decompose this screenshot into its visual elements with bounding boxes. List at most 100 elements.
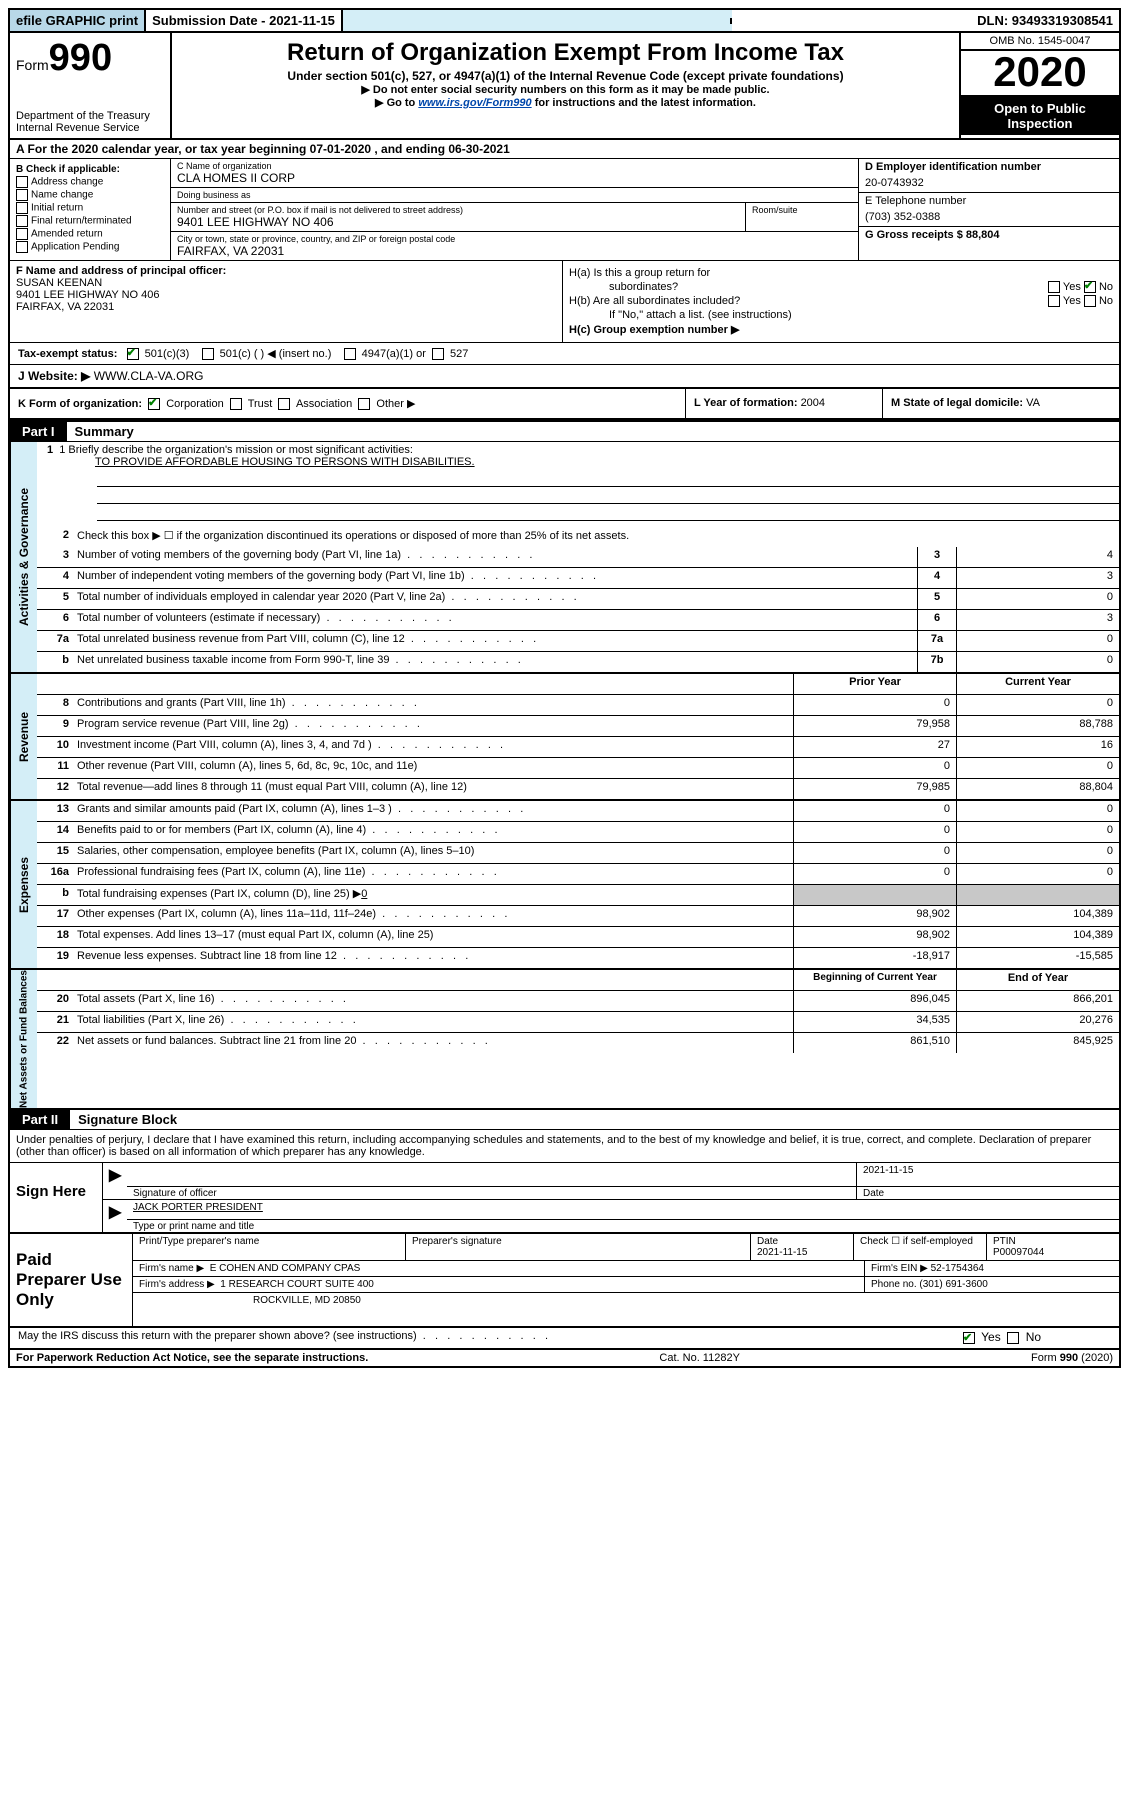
efile-print-button[interactable]: efile GRAPHIC print [10, 10, 146, 31]
footer-left: For Paperwork Reduction Act Notice, see … [16, 1352, 368, 1364]
hb-yes-chk[interactable] [1048, 295, 1060, 307]
chk-pending[interactable]: Application Pending [16, 241, 164, 253]
col-c: C Name of organization CLA HOMES II CORP… [171, 159, 1119, 260]
form-number: Form990 [16, 37, 164, 80]
nh [37, 674, 73, 694]
corp: Corporation [166, 398, 223, 410]
l11: Other revenue (Part VIII, column (A), li… [73, 758, 793, 778]
v5: 0 [956, 589, 1119, 609]
l7b: Net unrelated business taxable income fr… [73, 652, 917, 672]
trust-chk[interactable] [230, 398, 242, 410]
u6: 6 [917, 610, 956, 630]
prep-date: Date 2021-11-15 [751, 1234, 854, 1260]
firm-name-lbl: Firm's name ▶ [139, 1263, 204, 1274]
p17: 98,902 [793, 906, 956, 926]
p14: 0 [793, 822, 956, 842]
line22: 22 Net assets or fund balances. Subtract… [37, 1033, 1119, 1053]
chk-name[interactable]: Name change [16, 189, 164, 201]
p12: 79,985 [793, 779, 956, 799]
suite-label: Room/suite [752, 205, 852, 215]
prep-row2: Firm's name ▶ E COHEN AND COMPANY CPAS F… [133, 1261, 1119, 1277]
hc-label: H(c) Group exemption number ▶ [569, 323, 1113, 336]
line16a: 16a Professional fundraising fees (Part … [37, 864, 1119, 885]
assoc-chk[interactable] [278, 398, 290, 410]
line19: 19 Revenue less expenses. Subtract line … [37, 948, 1119, 968]
n2: 2 [37, 527, 73, 547]
footer: For Paperwork Reduction Act Notice, see … [10, 1350, 1119, 1366]
p11: 0 [793, 758, 956, 778]
4947-chk[interactable] [344, 348, 356, 360]
line7a: 7a Total unrelated business revenue from… [37, 631, 1119, 652]
officer-date-val: 2021-11-15 [863, 1165, 913, 1176]
n15: 15 [37, 843, 73, 863]
open-public: Open to Public Inspection [961, 97, 1119, 135]
c22: 845,925 [956, 1033, 1119, 1053]
chk-address[interactable]: Address change [16, 176, 164, 188]
irs: Internal Revenue Service [16, 122, 164, 134]
p9: 79,958 [793, 716, 956, 736]
state-value: VA [1026, 397, 1040, 409]
row-k: K Form of organization: Corporation Trus… [10, 389, 1119, 420]
other-chk[interactable] [358, 398, 370, 410]
suite-cell: Room/suite [746, 203, 858, 231]
corp-chk[interactable] [148, 398, 160, 410]
part2-header: Part II Signature Block [10, 1108, 1119, 1130]
501c3-chk[interactable] [127, 348, 139, 360]
n16a: 16a [37, 864, 73, 884]
ha-yes-chk[interactable] [1048, 281, 1060, 293]
l16b-val: 0 [361, 888, 367, 900]
row-i: Tax-exempt status: 501(c)(3) 501(c) ( ) … [10, 343, 1119, 365]
current-year-hdr: Current Year [956, 674, 1119, 694]
phone-label: E Telephone number [865, 195, 1113, 207]
discuss-no-chk[interactable] [1007, 1332, 1019, 1344]
p21: 34,535 [793, 1012, 956, 1032]
l16b-pre: Total fundraising expenses (Part IX, col… [77, 888, 361, 900]
v4: 3 [956, 568, 1119, 588]
end-hdr: End of Year [956, 970, 1119, 990]
year-value: 2004 [801, 397, 825, 409]
ha-no: No [1099, 281, 1113, 293]
l8: Contributions and grants (Part VIII, lin… [73, 695, 793, 715]
chk-amended[interactable]: Amended return [16, 228, 164, 240]
city-value: FAIRFAX, VA 22031 [177, 244, 852, 258]
side-governance: Activities & Governance [10, 442, 37, 672]
n9: 9 [37, 716, 73, 736]
l2: Check this box ▶ ☐ if the organization d… [73, 527, 1119, 547]
p16a: 0 [793, 864, 956, 884]
col-h: H(a) Is this a group return for subordin… [563, 261, 1119, 342]
p15: 0 [793, 843, 956, 863]
l9: Program service revenue (Part VIII, line… [73, 716, 793, 736]
officer-addr1: 9401 LEE HIGHWAY NO 406 [16, 289, 556, 301]
501c-chk[interactable] [202, 348, 214, 360]
discuss-yes-chk[interactable] [963, 1332, 975, 1344]
c16a: 0 [956, 864, 1119, 884]
trust: Trust [248, 398, 273, 410]
line15: 15 Salaries, other compensation, employe… [37, 843, 1119, 864]
prep-row4: ROCKVILLE, MD 20850 [133, 1293, 1119, 1308]
revenue-section: Revenue Prior Year Current Year 8 Contri… [10, 674, 1119, 801]
open-public-2: Inspection [963, 116, 1117, 131]
part2-tab: Part II [10, 1110, 70, 1129]
dba-label: Doing business as [177, 190, 852, 200]
chk-initial[interactable]: Initial return [16, 202, 164, 214]
l16b: Total fundraising expenses (Part IX, col… [73, 885, 793, 905]
v3: 4 [956, 547, 1119, 567]
row-j: J Website: ▶ WWW.CLA-VA.ORG [10, 365, 1119, 389]
org-name: CLA HOMES II CORP [177, 171, 852, 185]
firm-phone-lbl: Phone no. [871, 1279, 919, 1290]
topbar-spacer [343, 18, 732, 24]
n21: 21 [37, 1012, 73, 1032]
hb-no-chk[interactable] [1084, 295, 1096, 307]
c15: 0 [956, 843, 1119, 863]
527-chk[interactable] [432, 348, 444, 360]
ha-no-chk[interactable] [1084, 281, 1096, 293]
irs-link[interactable]: www.irs.gov/Form990 [418, 97, 531, 109]
line4: 4 Number of independent voting members o… [37, 568, 1119, 589]
p13: 0 [793, 801, 956, 821]
year-formation: L Year of formation: 2004 [686, 389, 883, 418]
line2: 2 Check this box ▶ ☐ if the organization… [37, 527, 1119, 547]
chk-final[interactable]: Final return/terminated [16, 215, 164, 227]
ha-row2: subordinates? Yes No [569, 281, 1113, 293]
c13: 0 [956, 801, 1119, 821]
line17: 17 Other expenses (Part IX, column (A), … [37, 906, 1119, 927]
